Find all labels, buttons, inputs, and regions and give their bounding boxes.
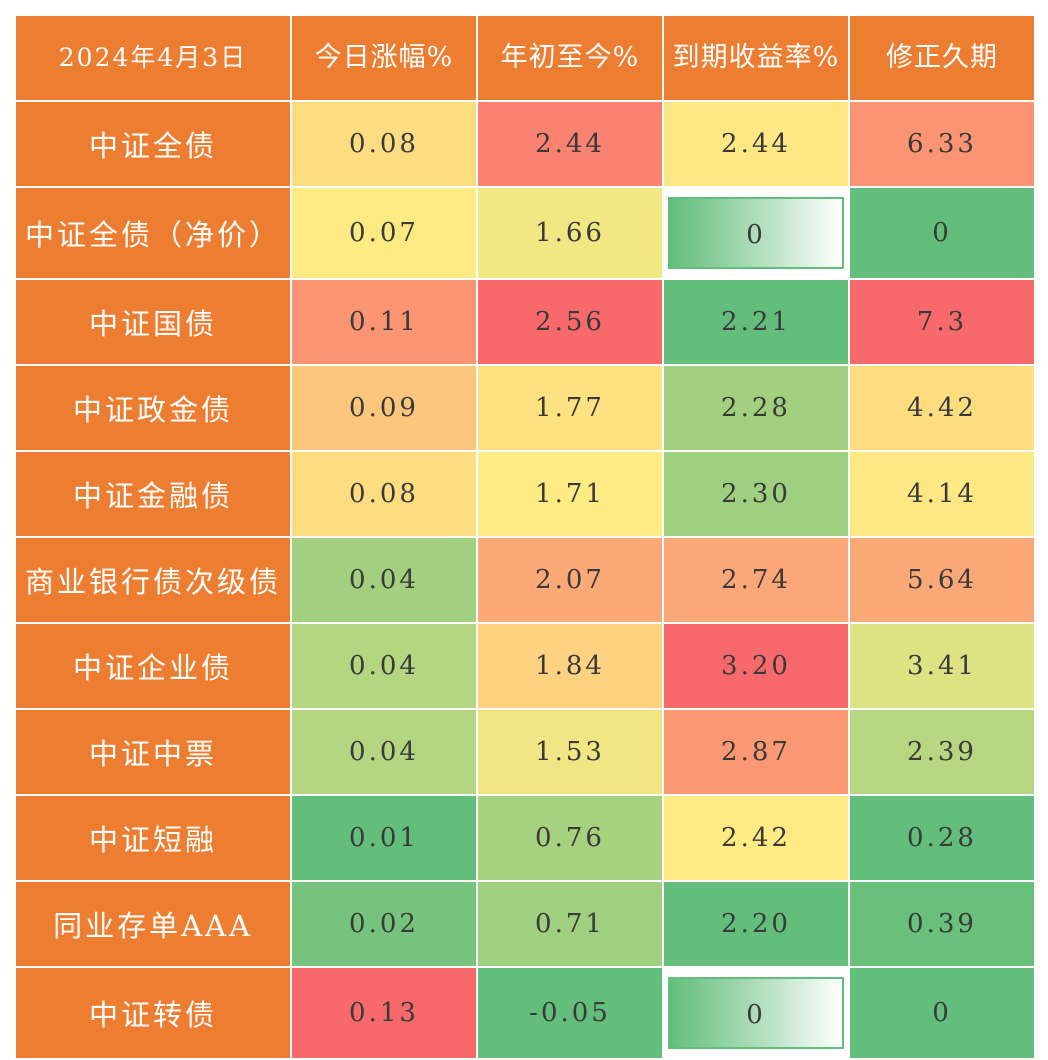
daily-change-cell: 0.08: [290, 450, 478, 538]
daily-change-cell: 0.02: [290, 880, 478, 968]
index-name-cell: 中证企业债: [14, 622, 292, 710]
duration-cell: 0: [848, 966, 1036, 1060]
duration-cell: 4.42: [848, 364, 1036, 452]
column-header-modified-duration: 修正久期: [848, 14, 1036, 102]
yield-cell: 2.42: [662, 794, 850, 882]
index-name-cell: 中证政金债: [14, 364, 292, 452]
table-row: 中证全债（净价） 0.07 1.66 0 0: [14, 186, 1036, 280]
daily-change-cell: 0.13: [290, 966, 478, 1060]
yield-cell: 2.74: [662, 536, 850, 624]
ytd-return-cell: 2.07: [476, 536, 664, 624]
ytd-return-cell: 1.71: [476, 450, 664, 538]
ytd-return-cell: 0.71: [476, 880, 664, 968]
daily-change-cell: 0.09: [290, 364, 478, 452]
table-row: 中证转债 0.13 -0.05 0 0: [14, 966, 1036, 1060]
ytd-return-cell: 1.53: [476, 708, 664, 796]
table-row: 中证全债 0.08 2.44 2.44 6.33: [14, 100, 1036, 188]
table-row: 中证企业债 0.04 1.84 3.20 3.41: [14, 622, 1036, 710]
ytd-return-cell: -0.05: [476, 966, 664, 1060]
ytd-return-cell: 1.77: [476, 364, 664, 452]
header-row: 2024年4月3日 今日涨幅% 年初至今% 到期收益率% 修正久期: [14, 14, 1036, 102]
duration-cell: 4.14: [848, 450, 1036, 538]
daily-change-cell: 0.04: [290, 536, 478, 624]
data-bar: 0: [668, 197, 844, 269]
duration-cell: 2.39: [848, 708, 1036, 796]
index-name-cell: 商业银行债次级债: [14, 536, 292, 624]
index-name-cell: 中证国债: [14, 278, 292, 366]
table-row: 中证政金债 0.09 1.77 2.28 4.42: [14, 364, 1036, 452]
duration-cell: 3.41: [848, 622, 1036, 710]
index-name-cell: 中证全债: [14, 100, 292, 188]
column-header-yield-to-maturity: 到期收益率%: [662, 14, 850, 102]
yield-cell: 0: [662, 186, 850, 280]
yield-cell: 2.20: [662, 880, 850, 968]
table-row: 中证中票 0.04 1.53 2.87 2.39: [14, 708, 1036, 796]
index-name-cell: 中证中票: [14, 708, 292, 796]
ytd-return-cell: 2.56: [476, 278, 664, 366]
ytd-return-cell: 1.66: [476, 186, 664, 280]
yield-cell: 0: [662, 966, 850, 1060]
table-row: 商业银行债次级债 0.04 2.07 2.74 5.64: [14, 536, 1036, 624]
daily-change-cell: 0.04: [290, 622, 478, 710]
duration-cell: 0.39: [848, 880, 1036, 968]
index-name-cell: 中证金融债: [14, 450, 292, 538]
table-row: 中证国债 0.11 2.56 2.21 7.3: [14, 278, 1036, 366]
duration-cell: 0.28: [848, 794, 1036, 882]
duration-cell: 0: [848, 186, 1036, 280]
ytd-return-cell: 1.84: [476, 622, 664, 710]
yield-cell: 2.87: [662, 708, 850, 796]
column-header-ytd-return: 年初至今%: [476, 14, 664, 102]
ytd-return-cell: 0.76: [476, 794, 664, 882]
column-header-daily-change: 今日涨幅%: [290, 14, 478, 102]
daily-change-cell: 0.01: [290, 794, 478, 882]
duration-cell: 5.64: [848, 536, 1036, 624]
yield-cell: 3.20: [662, 622, 850, 710]
bond-index-table: 2024年4月3日 今日涨幅% 年初至今% 到期收益率% 修正久期 中证全债 0.…: [14, 14, 1036, 1060]
index-name-cell: 同业存单AAA: [14, 880, 292, 968]
table-row: 中证短融 0.01 0.76 2.42 0.28: [14, 794, 1036, 882]
duration-cell: 6.33: [848, 100, 1036, 188]
ytd-return-cell: 2.44: [476, 100, 664, 188]
yield-cell: 2.21: [662, 278, 850, 366]
yield-cell: 2.30: [662, 450, 850, 538]
daily-change-cell: 0.04: [290, 708, 478, 796]
duration-cell: 7.3: [848, 278, 1036, 366]
table-row: 同业存单AAA 0.02 0.71 2.20 0.39: [14, 880, 1036, 968]
index-name-cell: 中证转债: [14, 966, 292, 1060]
index-name-cell: 中证短融: [14, 794, 292, 882]
index-name-cell: 中证全债（净价）: [14, 186, 292, 280]
date-header: 2024年4月3日: [14, 14, 292, 102]
table-row: 中证金融债 0.08 1.71 2.30 4.14: [14, 450, 1036, 538]
daily-change-cell: 0.11: [290, 278, 478, 366]
daily-change-cell: 0.07: [290, 186, 478, 280]
daily-change-cell: 0.08: [290, 100, 478, 188]
yield-cell: 2.44: [662, 100, 850, 188]
yield-cell: 2.28: [662, 364, 850, 452]
data-bar: 0: [668, 977, 844, 1049]
